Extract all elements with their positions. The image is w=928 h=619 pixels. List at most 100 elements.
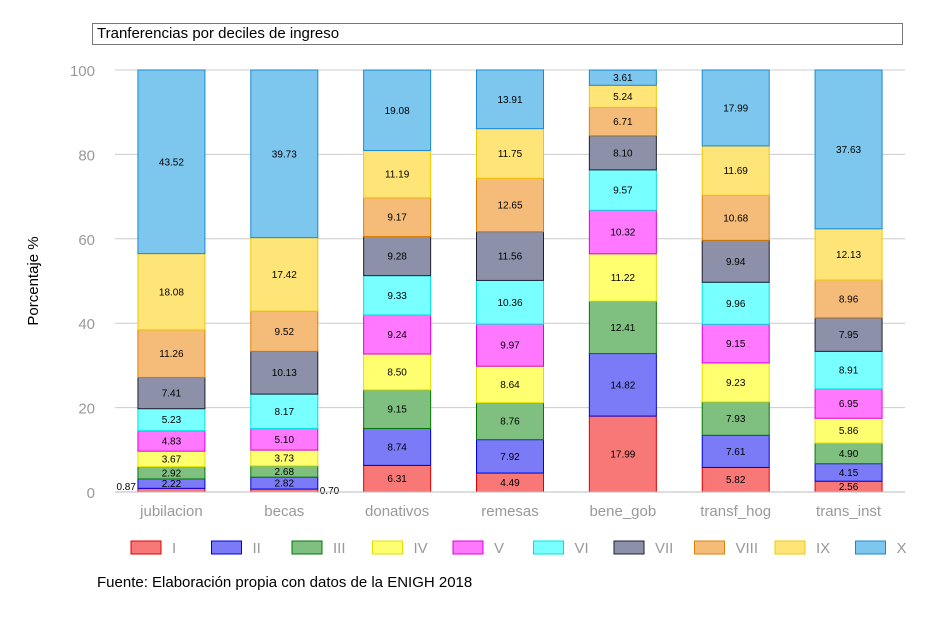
data-label: 3.73: [275, 453, 295, 464]
bar-segment: [250, 237, 319, 312]
data-label: 11.56: [498, 252, 523, 263]
bar-segment: [363, 427, 432, 466]
x-tick-label: bene_gob: [589, 503, 656, 520]
legend-label: V: [494, 540, 504, 557]
data-label: 11.75: [498, 149, 523, 160]
data-label: 10.13: [272, 368, 297, 379]
data-label: 19.08: [385, 106, 410, 117]
data-label: 17.99: [723, 103, 748, 114]
y-tick-label: 100: [70, 63, 95, 80]
bar-segment: [476, 365, 544, 404]
bar-segment: [701, 323, 770, 364]
data-label: 11.26: [159, 349, 184, 360]
data-label: 9.94: [726, 257, 746, 268]
data-label: 8.64: [500, 380, 520, 391]
bar-segment: [588, 106, 657, 137]
x-tick-label: jubilacion: [139, 503, 203, 520]
data-label: 10.68: [723, 213, 748, 224]
data-label: 8.17: [275, 407, 295, 418]
data-label: 5.82: [726, 475, 746, 486]
data-label: 7.41: [162, 389, 182, 400]
x-tick-label: transf_hog: [700, 503, 771, 520]
data-label: 9.15: [726, 339, 746, 350]
data-label: 8.91: [839, 366, 859, 377]
data-label: 3.67: [162, 454, 182, 465]
bar-segment: [588, 253, 657, 302]
bar-segment: [250, 350, 319, 395]
legend-swatch: [694, 540, 725, 555]
y-axis-label: Porcentaje %: [25, 236, 42, 325]
legend-label: I: [172, 540, 176, 557]
legend-label: IV: [414, 540, 428, 557]
bar-segment: [137, 376, 206, 410]
legend-label: II: [253, 540, 261, 557]
bar-segment: [137, 253, 206, 331]
legend-label: IX: [816, 540, 830, 557]
data-label: 7.61: [726, 447, 746, 458]
data-label: 5.23: [162, 415, 182, 426]
legend-swatch: [372, 540, 403, 555]
data-label: 9.97: [500, 341, 520, 352]
bar-segment: [701, 239, 770, 283]
data-label: 39.73: [272, 149, 297, 160]
data-label: 11.22: [611, 273, 636, 284]
data-label: 8.96: [839, 294, 859, 305]
bar-segment: [363, 314, 432, 355]
data-label: 7.92: [500, 452, 520, 463]
data-label: 14.82: [610, 380, 635, 391]
data-label: 2.22: [162, 479, 182, 490]
data-label: 9.57: [613, 186, 633, 197]
bar-segment: [701, 69, 770, 147]
data-label: 17.99: [610, 450, 635, 461]
y-tick-label: 0: [87, 485, 95, 502]
data-label: 12.13: [836, 250, 861, 261]
data-label: 9.15: [387, 405, 407, 416]
data-label: 9.96: [726, 299, 746, 310]
bar-segment: [250, 310, 319, 352]
data-label: 10.36: [497, 298, 522, 309]
data-label: 4.90: [839, 449, 859, 460]
data-label: 9.33: [387, 291, 407, 302]
legend-swatch: [855, 540, 886, 555]
bar-segment: [363, 389, 432, 429]
data-label: 8.10: [613, 148, 633, 159]
legend-label: VIII: [736, 540, 759, 557]
bar-segment: [363, 464, 432, 493]
legend-swatch: [130, 540, 162, 555]
data-label: 13.91: [497, 95, 522, 106]
data-label: 17.42: [272, 270, 297, 281]
data-label: 43.52: [159, 157, 184, 168]
legend-swatch: [211, 540, 242, 555]
legend-label: VII: [655, 540, 673, 557]
legend-swatch: [613, 540, 645, 555]
bar-segment: [363, 275, 432, 316]
bar-segment: [476, 231, 544, 281]
bar-segment: [476, 177, 544, 233]
bar-segment: [814, 417, 883, 444]
bar-segment: [363, 353, 432, 391]
bar-segment: [476, 439, 544, 474]
bar-segment: [588, 415, 657, 493]
x-tick-label: trans_inst: [816, 503, 882, 520]
data-label: 37.63: [836, 145, 861, 156]
bar-segment: [701, 434, 770, 468]
legend-label: X: [897, 540, 907, 557]
bar-segment: [814, 350, 883, 390]
legend-swatch: [452, 540, 484, 555]
data-label: 10.32: [610, 228, 635, 239]
data-label: 8.76: [500, 417, 520, 428]
legend-swatch: [533, 540, 564, 555]
bar-segment: [363, 150, 432, 199]
data-label: 11.69: [724, 166, 749, 177]
data-label: 8.74: [387, 442, 407, 453]
data-label: 5.10: [275, 435, 295, 446]
data-label: 4.83: [162, 436, 182, 447]
data-label: 2.56: [839, 482, 859, 493]
data-label: 9.17: [387, 213, 407, 224]
x-tick-label: donativos: [365, 503, 429, 520]
data-label: 6.71: [613, 117, 633, 128]
bar-segment: [588, 169, 657, 211]
data-label: 5.24: [613, 92, 633, 103]
bar-segment: [588, 69, 657, 86]
data-label: 0.87: [116, 482, 136, 493]
